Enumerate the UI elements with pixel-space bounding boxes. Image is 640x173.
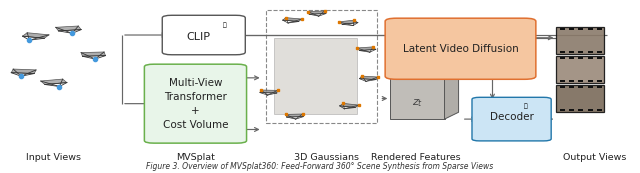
Polygon shape [283, 18, 302, 22]
Bar [569, 28, 574, 30]
FancyBboxPatch shape [385, 18, 536, 79]
Text: Input Views: Input Views [26, 153, 81, 162]
Bar [578, 80, 583, 82]
Text: MVSplat: MVSplat [176, 153, 215, 162]
Text: $z_t$: $z_t$ [412, 98, 423, 109]
Bar [588, 80, 593, 82]
Text: 🔒: 🔒 [222, 22, 226, 28]
Bar [569, 51, 574, 53]
Polygon shape [56, 26, 81, 31]
FancyBboxPatch shape [472, 97, 551, 141]
Polygon shape [360, 76, 378, 80]
Bar [569, 109, 574, 111]
Text: 3D Gaussians: 3D Gaussians [294, 153, 359, 162]
Bar [578, 57, 583, 59]
FancyBboxPatch shape [145, 64, 246, 143]
Polygon shape [445, 71, 459, 119]
Bar [560, 80, 565, 82]
Bar [597, 86, 602, 88]
Polygon shape [260, 90, 278, 93]
Text: Multi-View
Transformer
+
Cost Volume: Multi-View Transformer + Cost Volume [163, 78, 228, 130]
Polygon shape [285, 114, 303, 117]
Polygon shape [340, 103, 359, 108]
Bar [560, 28, 565, 30]
Bar [274, 38, 357, 114]
Text: 🔒: 🔒 [524, 104, 527, 109]
Polygon shape [22, 33, 49, 38]
Text: Output Views: Output Views [563, 153, 627, 162]
Bar [569, 86, 574, 88]
Bar [588, 109, 593, 111]
Bar [597, 51, 602, 53]
Bar [597, 80, 602, 82]
Bar [560, 51, 565, 53]
Bar [578, 28, 583, 30]
Text: CLIP: CLIP [187, 32, 211, 42]
Text: Latent Video Diffusion: Latent Video Diffusion [403, 44, 518, 54]
Bar [569, 80, 574, 82]
Bar [560, 86, 565, 88]
Bar [556, 56, 604, 83]
Text: Rendered Features: Rendered Features [371, 153, 461, 162]
Polygon shape [390, 71, 459, 78]
Bar [588, 51, 593, 53]
Bar [597, 57, 602, 59]
Polygon shape [12, 69, 36, 74]
Bar [588, 28, 593, 30]
Bar [588, 57, 593, 59]
Bar [560, 57, 565, 59]
Bar [597, 28, 602, 30]
Bar [578, 51, 583, 53]
Bar [556, 27, 604, 54]
Bar [588, 86, 593, 88]
Bar [578, 86, 583, 88]
Bar [560, 109, 565, 111]
Bar [556, 85, 604, 112]
FancyBboxPatch shape [163, 15, 245, 55]
Bar [597, 109, 602, 111]
Text: Figure 3. Overview of MVSplat360: Feed-Forward 360° Scene Synthesis from Sparse : Figure 3. Overview of MVSplat360: Feed-F… [147, 162, 493, 171]
Text: Decoder: Decoder [490, 112, 534, 122]
Bar [390, 78, 445, 119]
Bar [569, 57, 574, 59]
Polygon shape [339, 20, 358, 24]
Bar [578, 109, 583, 111]
Bar [266, 10, 378, 123]
Polygon shape [357, 47, 376, 51]
Polygon shape [40, 79, 67, 84]
Polygon shape [308, 11, 326, 14]
Polygon shape [81, 52, 106, 56]
